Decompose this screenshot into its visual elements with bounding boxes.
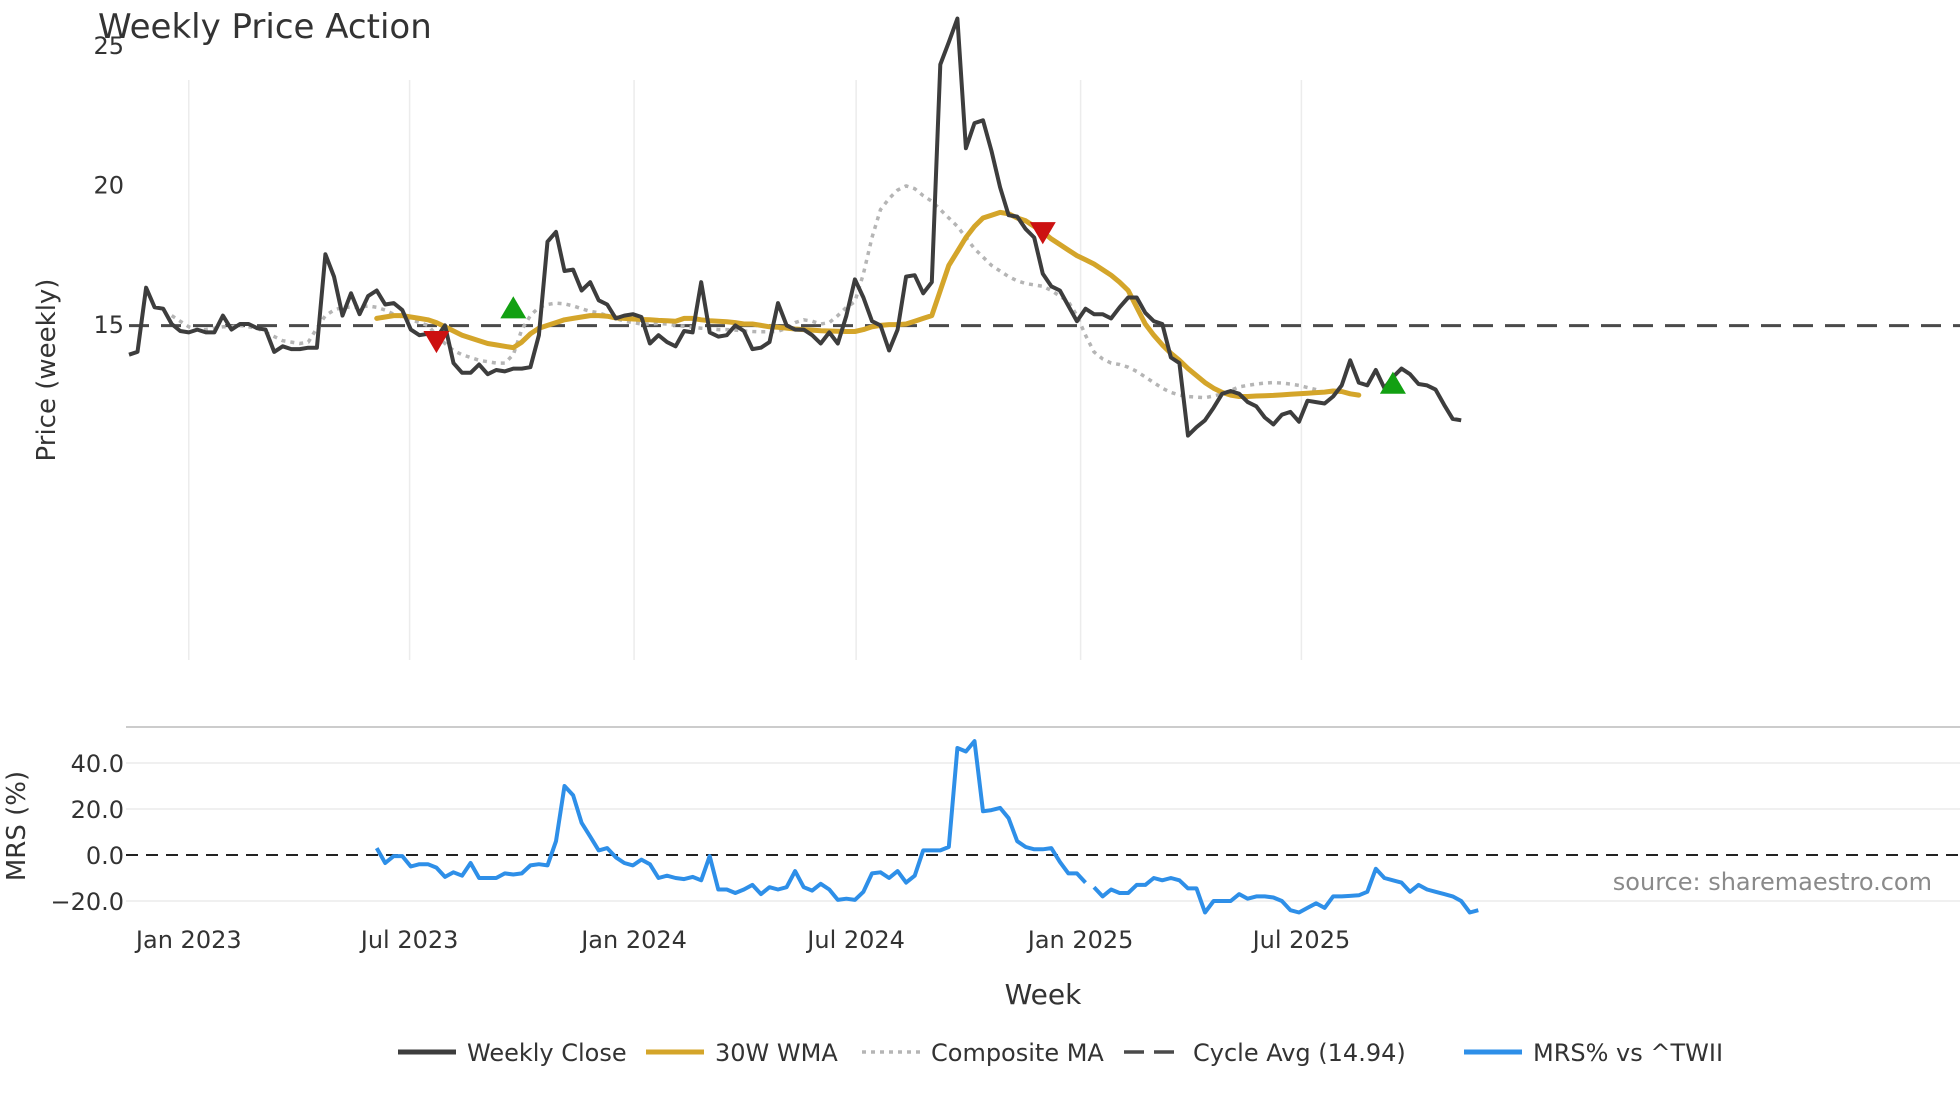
mrs-y-tick-label: −20.0 bbox=[50, 888, 124, 916]
sell-signal-marker bbox=[1029, 222, 1056, 245]
legend-label: Weekly Close bbox=[467, 1039, 627, 1067]
composite-ma-line bbox=[170, 184, 1317, 400]
weekly-close-line bbox=[128, 16, 1462, 438]
x-tick-label: Jan 2024 bbox=[579, 926, 687, 954]
legend-label: Cycle Avg (14.94) bbox=[1193, 1039, 1406, 1067]
price-y-tick-label: 20 bbox=[93, 172, 124, 200]
legend-label: 30W WMA bbox=[715, 1039, 838, 1067]
x-tick-label: Jan 2025 bbox=[1026, 926, 1134, 954]
signal-markers bbox=[423, 222, 1406, 394]
price-y-ticks: 15 20 25 bbox=[93, 32, 124, 339]
buy-signal-marker bbox=[1379, 371, 1406, 394]
legend-label: MRS% vs ^TWII bbox=[1533, 1039, 1723, 1067]
price-y-tick-label: 25 bbox=[93, 32, 124, 60]
x-axis-label: Week bbox=[1005, 978, 1082, 1011]
legend-label: Composite MA bbox=[931, 1039, 1104, 1067]
x-tick-label: Jul 2024 bbox=[805, 926, 905, 954]
mrs-series bbox=[374, 739, 1479, 915]
mrs-y-tick-label: 40.0 bbox=[71, 750, 124, 778]
sell-signal-marker bbox=[423, 330, 450, 354]
price-grid bbox=[188, 80, 1303, 660]
chart-title: Weekly Price Action bbox=[98, 7, 432, 47]
mrs-y-tick-label: 20.0 bbox=[71, 796, 124, 824]
mrs-y-label: MRS (%) bbox=[2, 771, 32, 881]
x-tick-label: Jul 2025 bbox=[1251, 926, 1351, 954]
price-y-tick-label: 15 bbox=[93, 311, 124, 339]
x-tick-label: Jan 2023 bbox=[134, 926, 242, 954]
mrs-y-ticks: −20.0 0.0 20.0 40.0 bbox=[50, 750, 124, 916]
legend: Weekly Close 30W WMA Composite MA Cycle Avg… bbox=[398, 1039, 1723, 1067]
mrs-grid bbox=[126, 762, 1960, 902]
mrs-y-tick-label: 0.0 bbox=[86, 842, 124, 870]
x-ticks: Jan 2023 Jul 2023 Jan 2024 Jul 2024 Jan 2025… bbox=[134, 926, 1350, 954]
price-series bbox=[128, 16, 1960, 438]
buy-signal-marker bbox=[500, 296, 527, 319]
price-y-label: Price (weekly) bbox=[32, 279, 62, 462]
x-tick-label: Jul 2023 bbox=[359, 926, 459, 954]
source-note: source: sharemaestro.com bbox=[1613, 868, 1932, 896]
mrs-line bbox=[374, 739, 1479, 915]
